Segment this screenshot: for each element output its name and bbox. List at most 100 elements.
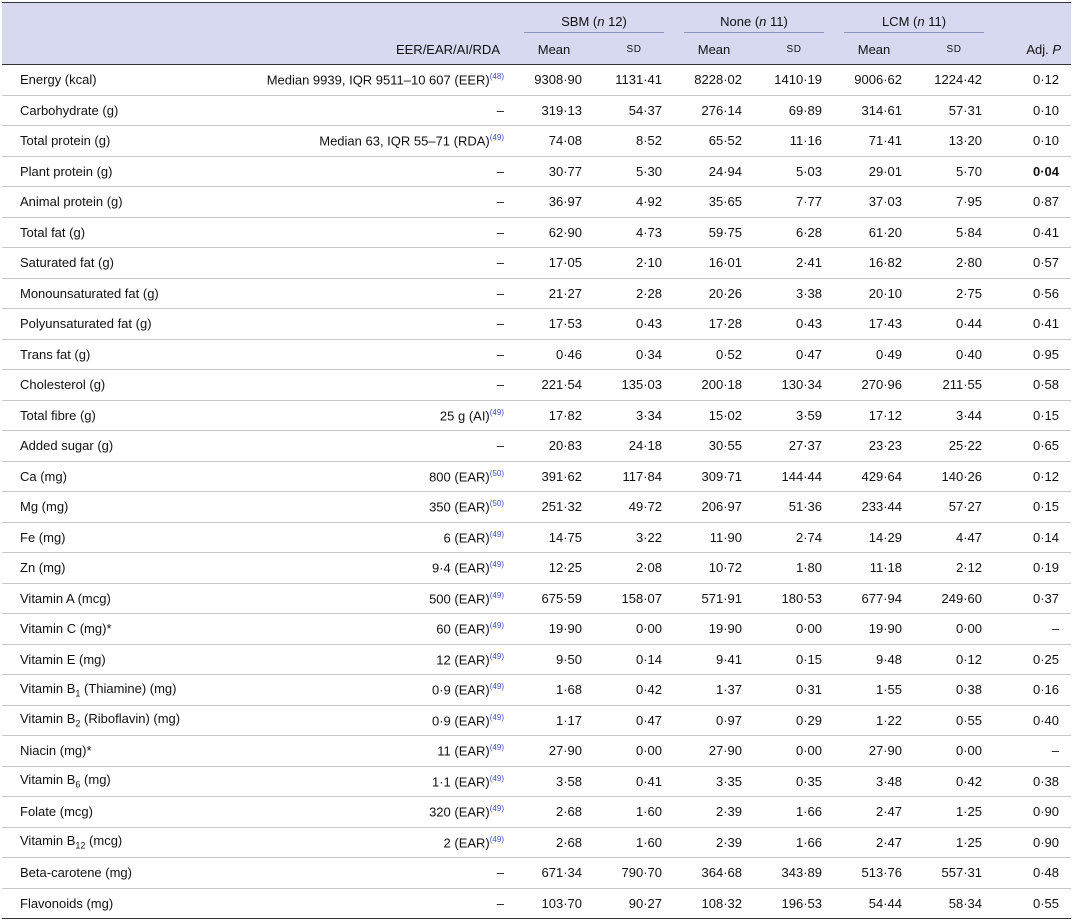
reference-value: 0·9 (EAR)(49) xyxy=(212,674,514,706)
table-row: Monounsaturated fat (g) –21·27 2·28 20·26 3·… xyxy=(2,278,1071,309)
lcm-mean: 314·61 xyxy=(834,95,914,126)
adjusted-p-value: 0·95 xyxy=(994,339,1071,370)
reference-value: – xyxy=(212,156,514,187)
citation-link[interactable]: (49) xyxy=(489,834,504,844)
lcm-mean: 9·48 xyxy=(834,644,914,675)
none-mean: 27·90 xyxy=(674,735,754,767)
sbm-sd: 24·18 xyxy=(594,430,674,462)
lcm-sd: 0·12 xyxy=(914,644,994,675)
header-blank-ref xyxy=(212,2,514,35)
adjusted-p-value: 0·16 xyxy=(994,674,1071,706)
none-mean: 15·02 xyxy=(674,400,754,431)
lcm-mean: 677·94 xyxy=(834,583,914,614)
none-mean: 2·39 xyxy=(674,796,754,828)
lcm-mean: 9006·62 xyxy=(834,64,914,96)
nutrient-name: Vitamin C (mg)* xyxy=(2,613,212,645)
sbm-mean: 0·46 xyxy=(514,339,594,370)
nutrient-name: Total fat (g) xyxy=(2,217,212,248)
reference-value: – xyxy=(212,278,514,309)
citation-link[interactable]: (49) xyxy=(489,133,504,143)
header-blank xyxy=(2,2,212,35)
adjusted-p-value: 0·57 xyxy=(994,247,1071,279)
adjusted-p-value: 0·90 xyxy=(994,796,1071,828)
table-row: Cholesterol (g) –221·54 135·03 200·18 130·34… xyxy=(2,369,1071,401)
none-mean: 3·35 xyxy=(674,766,754,797)
sbm-mean: 251·32 xyxy=(514,491,594,523)
nutrient-name: Trans fat (g) xyxy=(2,339,212,370)
none-mean: 16·01 xyxy=(674,247,754,279)
lcm-mean: 37·03 xyxy=(834,186,914,218)
citation-link[interactable]: (49) xyxy=(489,712,504,722)
none-sd: 2·41 xyxy=(754,247,834,279)
none-sd: 196·53 xyxy=(754,888,834,919)
table-row: Energy (kcal) Median 9939, IQR 9511–10 60… xyxy=(2,64,1071,96)
sbm-mean: 12·25 xyxy=(514,552,594,584)
adjusted-p-value: 0·38 xyxy=(994,766,1071,797)
nutrient-name: Total protein (g) xyxy=(2,125,212,157)
citation-link[interactable]: (50) xyxy=(489,468,504,478)
header-sd-lcm: SD xyxy=(914,35,994,65)
table-row: Carbohydrate (g) –319·13 54·37 276·14 69·89 3… xyxy=(2,95,1071,126)
citation-link[interactable]: (49) xyxy=(489,590,504,600)
nutrient-name: Fe (mg) xyxy=(2,522,212,553)
sbm-sd: 790·70 xyxy=(594,857,674,889)
lcm-mean: 16·82 xyxy=(834,247,914,279)
none-sd: 1·66 xyxy=(754,827,834,858)
sbm-sd: 0·42 xyxy=(594,674,674,706)
citation-link[interactable]: (49) xyxy=(489,621,504,631)
sbm-sd: 1·60 xyxy=(594,796,674,828)
header-blank-adj xyxy=(994,2,1071,35)
none-sd: 0·00 xyxy=(754,613,834,645)
lcm-sd: 7·95 xyxy=(914,186,994,218)
nutrient-name: Plant protein (g) xyxy=(2,156,212,187)
table-row: Flavonoids (mg) –103·70 90·27 108·32 196·53 5… xyxy=(2,888,1071,919)
sbm-mean: 21·27 xyxy=(514,278,594,309)
lcm-mean: 61·20 xyxy=(834,217,914,248)
sbm-sd: 2·28 xyxy=(594,278,674,309)
none-sd: 6·28 xyxy=(754,217,834,248)
adjusted-p-value: 0·40 xyxy=(994,705,1071,736)
reference-value: 1·1 (EAR)(49) xyxy=(212,766,514,797)
citation-link[interactable]: (49) xyxy=(489,529,504,539)
citation-link[interactable]: (48) xyxy=(489,72,504,82)
none-sd: 0·15 xyxy=(754,644,834,675)
table-row: Polyunsaturated fat (g) –17·53 0·43 17·28 0·… xyxy=(2,308,1071,340)
reference-value: – xyxy=(212,857,514,889)
reference-value: – xyxy=(212,888,514,919)
citation-link[interactable]: (49) xyxy=(489,804,504,814)
sbm-mean: 27·90 xyxy=(514,735,594,767)
lcm-sd: 0·00 xyxy=(914,613,994,645)
adjusted-p-value: 0·65 xyxy=(994,430,1071,462)
citation-link[interactable]: (49) xyxy=(489,773,504,783)
reference-value: – xyxy=(212,217,514,248)
adjusted-p-value: 0·14 xyxy=(994,522,1071,553)
sbm-mean: 221·54 xyxy=(514,369,594,401)
none-sd: 5·03 xyxy=(754,156,834,187)
lcm-sd: 0·40 xyxy=(914,339,994,370)
lcm-sd: 57·27 xyxy=(914,491,994,523)
lcm-sd: 1·25 xyxy=(914,827,994,858)
citation-link[interactable]: (49) xyxy=(489,651,504,661)
sbm-sd: 49·72 xyxy=(594,491,674,523)
none-mean: 108·32 xyxy=(674,888,754,919)
citation-link[interactable]: (49) xyxy=(489,682,504,692)
citation-link[interactable]: (49) xyxy=(489,743,504,753)
none-sd: 130·34 xyxy=(754,369,834,401)
lcm-mean: 513·76 xyxy=(834,857,914,889)
sbm-sd: 117·84 xyxy=(594,461,674,492)
lcm-mean: 2·47 xyxy=(834,796,914,828)
sbm-mean: 3·58 xyxy=(514,766,594,797)
table-row: Ca (mg) 800 (EAR)(50) 391·62 117·84 309·71 14… xyxy=(2,461,1071,492)
citation-link[interactable]: (49) xyxy=(489,560,504,570)
citation-link[interactable]: (50) xyxy=(489,499,504,509)
header-mean-sbm: Mean xyxy=(514,35,594,65)
lcm-sd: 5·70 xyxy=(914,156,994,187)
reference-value: Median 9939, IQR 9511–10 607 (EER)(48) xyxy=(212,64,514,96)
lcm-sd: 211·55 xyxy=(914,369,994,401)
reference-value: 6 (EAR)(49) xyxy=(212,522,514,553)
citation-link[interactable]: (49) xyxy=(489,407,504,417)
sbm-mean: 62·90 xyxy=(514,217,594,248)
table-row: Animal protein (g) –36·97 4·92 35·65 7·77 37·… xyxy=(2,186,1071,218)
lcm-mean: 11·18 xyxy=(834,552,914,584)
none-sd: 343·89 xyxy=(754,857,834,889)
